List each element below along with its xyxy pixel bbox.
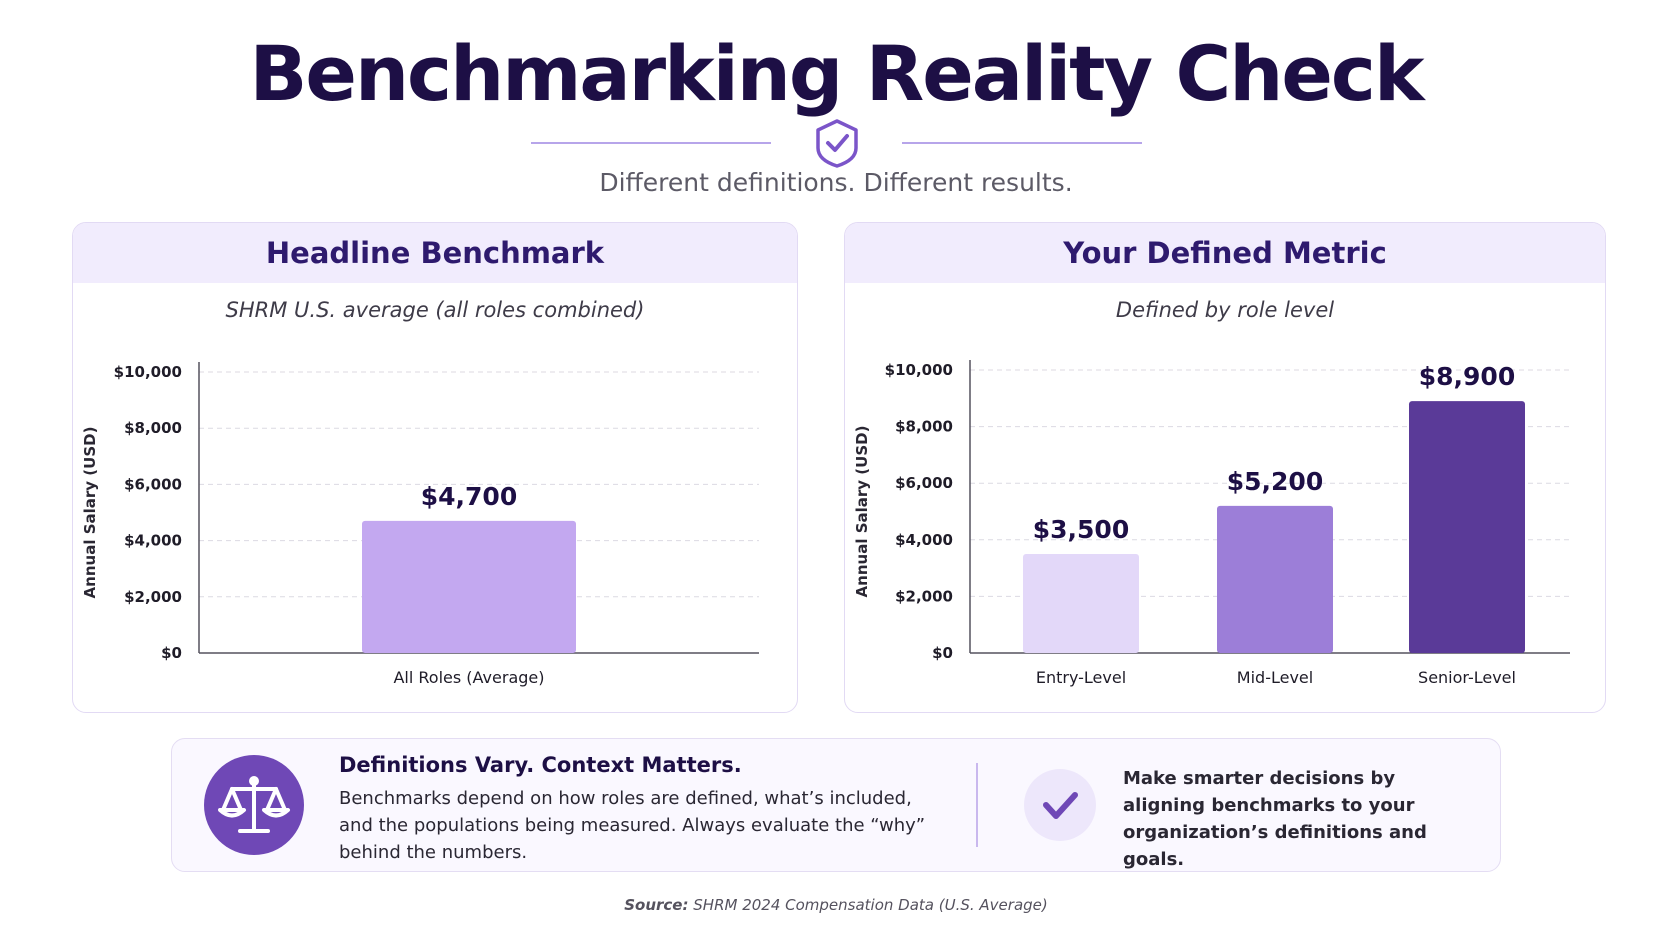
source-label: Source: xyxy=(624,896,689,914)
y-tick-label: $2,000 xyxy=(895,587,953,605)
y-tick-label: $10,000 xyxy=(885,361,953,379)
category-label: Senior-Level xyxy=(1418,668,1516,687)
bar xyxy=(362,520,576,653)
y-axis-label: Annual Salary (USD) xyxy=(853,426,871,598)
bar xyxy=(1409,401,1525,653)
category-label: Mid-Level xyxy=(1237,668,1313,687)
panel-subtitle: Defined by role level xyxy=(1115,298,1335,322)
panel-title: Headline Benchmark xyxy=(73,223,797,283)
panel-title: Your Defined Metric xyxy=(845,223,1605,283)
title-divider-left xyxy=(531,142,771,144)
bar xyxy=(1023,553,1139,653)
y-tick-label: $8,000 xyxy=(124,419,182,437)
source-text: SHRM 2024 Compensation Data (U.S. Averag… xyxy=(693,896,1048,914)
callout-divider xyxy=(976,763,978,847)
callout-title: Definitions Vary. Context Matters. xyxy=(339,753,742,777)
headline-benchmark-panel: Headline Benchmark SHRM U.S. average (al… xyxy=(72,222,798,713)
y-axis-label: Annual Salary (USD) xyxy=(81,427,99,599)
y-tick-label: $8,000 xyxy=(895,418,953,436)
category-label: All Roles (Average) xyxy=(393,668,544,687)
title-divider-right xyxy=(902,142,1142,144)
headline-benchmark-chart: $0 $2,000 $4,000 $6,000 $8,000 $10,000 Annual … xyxy=(81,362,759,687)
y-tick-label: $4,000 xyxy=(895,531,953,549)
value-label: $4,700 xyxy=(421,482,517,511)
callout-takeaway: Make smarter decisions by aligning bench… xyxy=(1123,768,1427,870)
page-title: Benchmarking Reality Check xyxy=(249,29,1424,118)
defined-metric-chart: $0 $2,000 $4,000 $6,000 $8,000 $10,000 Annual … xyxy=(853,360,1570,687)
value-label: $3,500 xyxy=(1033,515,1129,544)
checkmark-icon xyxy=(1024,769,1096,841)
value-label: $8,900 xyxy=(1419,362,1515,391)
y-tick-label: $2,000 xyxy=(124,588,182,606)
context-callout: Definitions Vary. Context Matters. Bench… xyxy=(171,738,1501,872)
y-tick-label: $0 xyxy=(932,644,953,662)
y-tick-label: $6,000 xyxy=(895,474,953,492)
y-tick-label: $10,000 xyxy=(114,363,182,381)
panel-subtitle: SHRM U.S. average (all roles combined) xyxy=(225,298,645,322)
value-label: $5,200 xyxy=(1227,467,1323,496)
bar xyxy=(1217,505,1333,653)
shield-check-icon xyxy=(816,119,858,168)
y-tick-label: $6,000 xyxy=(124,475,182,493)
scales-icon xyxy=(204,755,304,855)
category-label: Entry-Level xyxy=(1036,668,1126,687)
source-note: Source: SHRM 2024 Compensation Data (U.S… xyxy=(0,896,1672,914)
page-subtitle: Different definitions. Different results… xyxy=(599,168,1073,197)
y-tick-label: $4,000 xyxy=(124,532,182,550)
y-tick-label: $0 xyxy=(161,644,182,662)
callout-text: Benchmarks depend on how roles are defin… xyxy=(339,788,926,863)
defined-metric-panel: Your Defined Metric Defined by role leve… xyxy=(844,222,1606,713)
